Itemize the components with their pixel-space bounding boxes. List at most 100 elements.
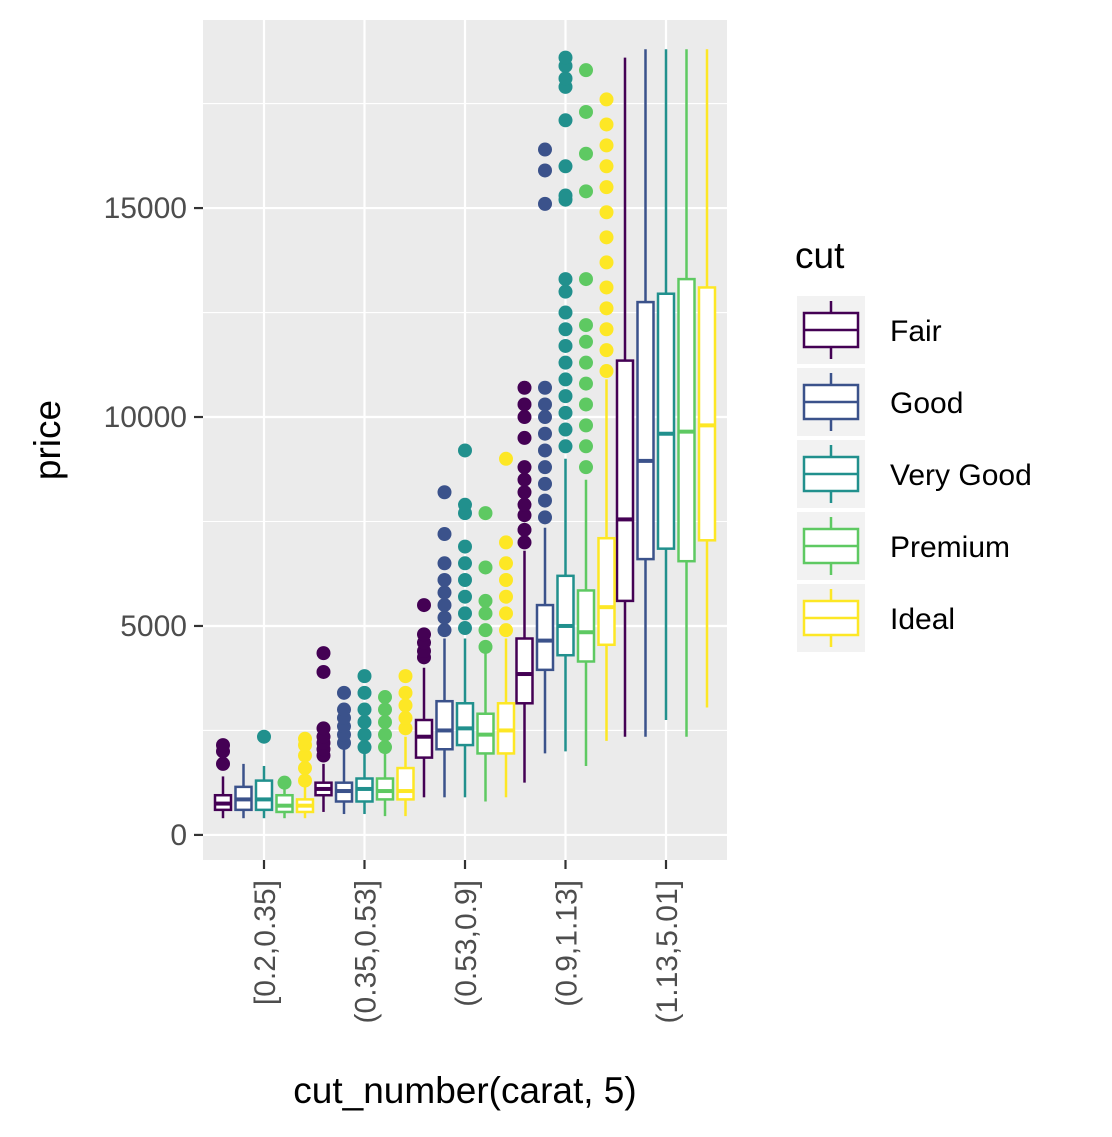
legend-label: Very Good <box>890 459 1032 492</box>
outlier-point-5 <box>558 355 573 370</box>
outlier-point-0 <box>398 721 413 736</box>
legend-item-fair: Fair <box>797 296 942 364</box>
box-iqr <box>496 702 516 755</box>
box-fair-4 <box>615 57 635 737</box>
outlier-point-8 <box>599 180 614 195</box>
box-very-good-0 <box>254 729 274 819</box>
legend-title: cut <box>795 235 845 276</box>
outlier-point-2 <box>378 715 392 730</box>
outlier-point-0 <box>216 756 230 771</box>
axes: 0 5000 10000 15000 [0.2,0.35] (0.35,0.53] (0.5… <box>104 192 684 1023</box>
box-ideal-1 <box>396 669 415 817</box>
outlier-point-4 <box>378 690 392 705</box>
outlier-point-5 <box>458 539 472 554</box>
outlier-point-16 <box>558 71 573 86</box>
legend-item-ideal: Ideal <box>797 584 955 652</box>
outlier-point-0 <box>517 535 532 550</box>
outlier-point-3 <box>499 573 513 587</box>
x-tick-label-4: (1.13,5.01] <box>651 880 684 1023</box>
box-good-3 <box>535 142 555 754</box>
outlier-point-1 <box>538 493 552 508</box>
box-iqr <box>535 603 555 672</box>
legend-label: Fair <box>890 315 942 348</box>
outlier-point-2 <box>216 738 230 753</box>
legend: cut Fair Good Very Good Premium Ideal <box>795 235 1032 652</box>
outlier-point-3 <box>357 702 372 717</box>
box-ideal-0 <box>295 731 315 819</box>
box-iqr <box>396 766 415 801</box>
outlier-point-2 <box>538 476 552 491</box>
outlier-point-4 <box>316 721 331 736</box>
outlier-point-4 <box>558 372 573 387</box>
outlier-point-4 <box>437 573 452 587</box>
outlier-point-1 <box>558 422 573 437</box>
outlier-point-12 <box>579 63 593 78</box>
outlier-point-2 <box>298 748 312 763</box>
series-good <box>234 49 655 819</box>
series-premium <box>275 49 696 819</box>
outlier-point-10 <box>538 163 552 178</box>
outlier-point-4 <box>337 702 351 717</box>
outlier-point-5 <box>316 664 331 679</box>
outlier-point-3 <box>437 585 452 600</box>
outlier-point-0 <box>558 439 573 454</box>
outlier-point-0 <box>277 775 292 790</box>
outlier-point-10 <box>579 146 593 161</box>
outlier-point-5 <box>517 472 532 487</box>
outlier-point-2 <box>579 418 593 433</box>
outlier-point-3 <box>599 301 614 316</box>
outlier-point-0 <box>458 621 472 636</box>
outlier-point-8 <box>517 410 532 425</box>
outlier-point-1 <box>398 710 413 725</box>
outlier-point-7 <box>538 397 552 412</box>
outlier-point-11 <box>579 104 593 119</box>
outlier-point-0 <box>599 364 614 379</box>
outlier-point-5 <box>357 669 372 684</box>
outlier-point-6 <box>437 527 452 542</box>
outlier-point-8 <box>458 443 472 458</box>
box-iqr <box>435 699 454 751</box>
outlier-point-8 <box>538 380 552 395</box>
outlier-point-7 <box>558 322 573 337</box>
outlier-point-1 <box>517 522 532 537</box>
outlier-point-18 <box>558 50 573 65</box>
box-ideal-3 <box>597 92 616 741</box>
outlier-point-12 <box>558 188 573 203</box>
box-iqr <box>677 277 696 563</box>
outlier-point-9 <box>517 397 532 412</box>
outlier-point-7 <box>437 485 452 500</box>
outlier-point-4 <box>398 669 413 684</box>
y-tick-label-0: 0 <box>170 819 187 852</box>
legend-item-good: Good <box>797 368 963 436</box>
outlier-point-4 <box>298 731 312 746</box>
outlier-point-12 <box>599 92 614 107</box>
outlier-point-1 <box>378 727 392 742</box>
outlier-point-11 <box>599 117 614 132</box>
outlier-point-2 <box>398 698 413 713</box>
outlier-point-2 <box>458 589 472 604</box>
outlier-point-5 <box>478 506 493 521</box>
box-very-good-2 <box>455 443 475 798</box>
outlier-point-4 <box>599 280 614 295</box>
legend-item-premium: Premium <box>797 512 1010 580</box>
outlier-point-6 <box>316 646 331 661</box>
box-iqr <box>597 536 616 647</box>
outlier-point-9 <box>599 159 614 174</box>
outlier-point-0 <box>378 740 392 755</box>
outlier-point-3 <box>517 497 532 512</box>
outlier-point-3 <box>398 685 413 700</box>
box-good-4 <box>636 49 655 737</box>
outlier-point-0 <box>357 740 372 755</box>
outlier-point-6 <box>599 230 614 245</box>
outlier-point-3 <box>417 627 431 642</box>
outlier-point-0 <box>478 639 493 654</box>
outlier-point-7 <box>458 497 472 512</box>
box-iqr <box>656 292 676 550</box>
box-iqr <box>275 793 294 814</box>
outlier-point-3 <box>478 593 493 608</box>
box-fair-1 <box>314 646 333 812</box>
outlier-point-13 <box>558 159 573 174</box>
outlier-point-10 <box>517 380 532 395</box>
outlier-point-2 <box>357 715 372 730</box>
outlier-point-9 <box>538 196 552 211</box>
